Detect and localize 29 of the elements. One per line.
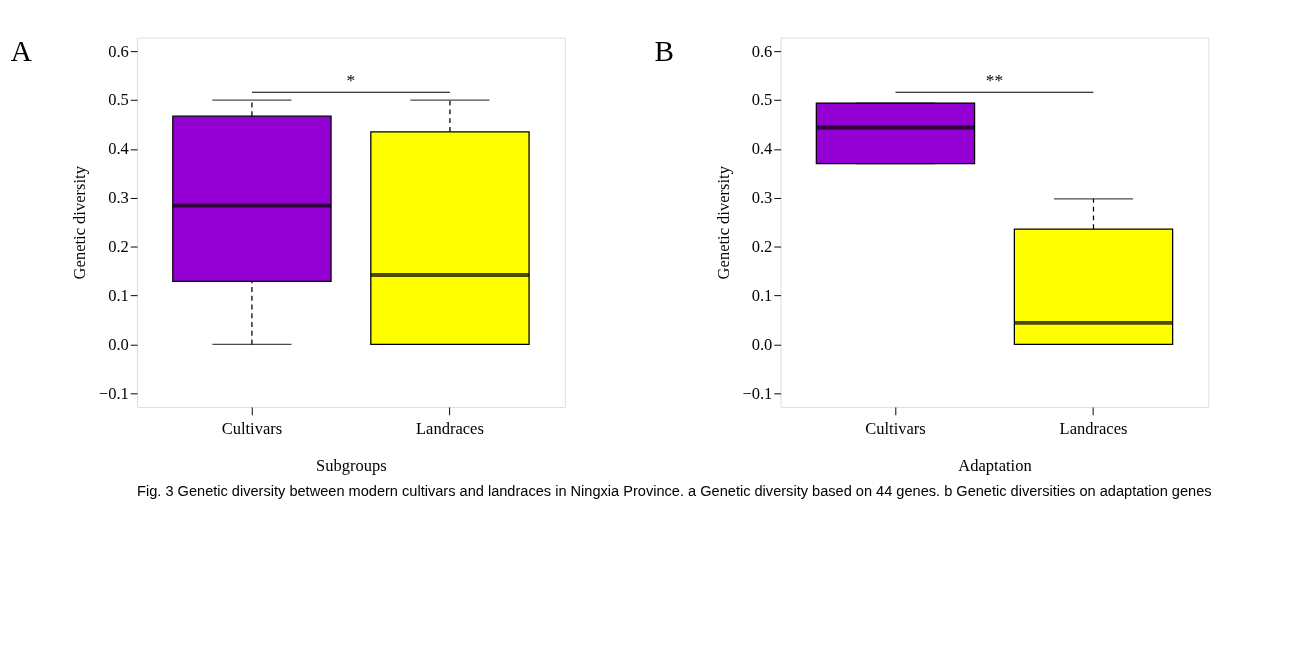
y-tick-label: 0.2 [751, 237, 773, 257]
caption: Fig. 3 Genetic diversity between modern cultivars and landraces in Ningxia Province. a Genetic diversity based on 44 genes. b Genetic diversities on adaptation genes [137, 483, 1212, 500]
chart-title: B [654, 34, 674, 67]
x-tick-label: Landraces [1059, 418, 1128, 438]
y-tick-label: 0.3 [751, 188, 773, 208]
x-tick-label: Cultivars [865, 418, 926, 438]
y-axis-title: Genetic diversity [713, 165, 733, 280]
y-axis-title: Genetic diversity [70, 165, 90, 280]
y-tick-label: 0.2 [108, 237, 129, 257]
y-tick-label: −0.1 [98, 383, 129, 403]
y-tick-label: 0.0 [751, 334, 773, 354]
y-tick-label: 0.3 [108, 188, 129, 208]
annotation: * [346, 70, 356, 91]
chart-title: A [10, 34, 32, 67]
x-axis-title: Adaptation [958, 455, 1033, 475]
y-tick-label: 0.4 [108, 139, 129, 159]
y-tick-label: 0.6 [751, 41, 773, 61]
x-tick-label: Cultivars [221, 418, 283, 438]
y-tick-label: 0.1 [751, 285, 773, 305]
y-tick-label: 0.4 [751, 139, 773, 159]
y-tick-label: 0.6 [108, 41, 129, 61]
y-tick-label: 0.1 [108, 285, 129, 305]
y-tick-label: 0.0 [108, 334, 129, 354]
y-tick-label: 0.5 [751, 90, 773, 110]
annotation: ** [985, 70, 1004, 91]
y-tick-label: −0.1 [742, 383, 773, 403]
x-axis-title: Subgroups [316, 455, 387, 475]
y-tick-label: 0.5 [108, 90, 129, 110]
x-tick-label: Landraces [416, 418, 484, 438]
